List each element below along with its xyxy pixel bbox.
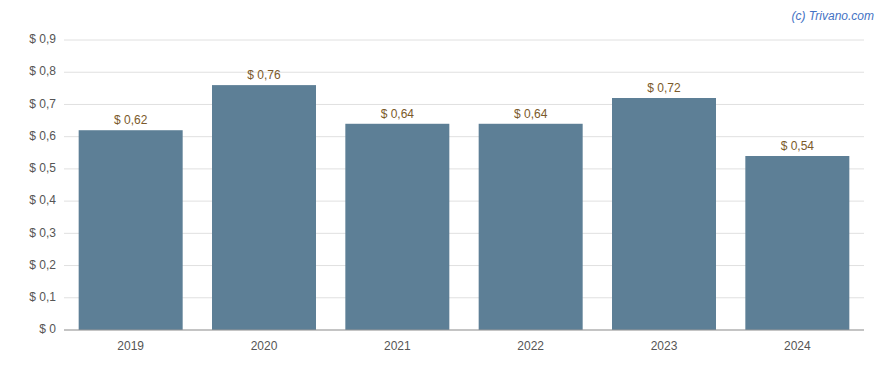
data-label: $ 0,72 (647, 81, 681, 95)
grid-line (64, 233, 864, 234)
data-label: $ 0,76 (247, 68, 281, 82)
chart-container: $ 0 $ 0,1 $ 0,2 $ 0,3 $ 0,4 $ 0,5 $ 0,6 $ 0,7 $ … (0, 0, 888, 370)
x-tick-label: 2019 (117, 339, 144, 353)
grid-line (64, 201, 864, 202)
x-axis: 2019 2020 2021 2022 2023 2024 (117, 339, 811, 353)
y-tick-label: $ 0 (39, 322, 56, 336)
bar (345, 124, 449, 330)
x-tick-label: 2022 (517, 339, 544, 353)
y-tick-label: $ 0,7 (29, 97, 56, 111)
x-tick-label: 2020 (251, 339, 278, 353)
x-axis-line (64, 330, 864, 331)
y-tick-label: $ 0,5 (29, 161, 56, 175)
grid-line (64, 40, 864, 41)
grid-line (64, 136, 864, 137)
y-tick-label: $ 0,3 (29, 226, 56, 240)
data-labels: $ 0,62 $ 0,76 $ 0,64 $ 0,64 $ 0,72 $ 0,54 (114, 68, 814, 153)
y-tick-label: $ 0,4 (29, 193, 56, 207)
x-tick-label: 2023 (651, 339, 678, 353)
x-tick-label: 2024 (784, 339, 811, 353)
annotation: (c) Trivano.com (792, 9, 874, 23)
data-label: $ 0,62 (114, 113, 148, 127)
y-tick-label: $ 0,9 (29, 32, 56, 46)
grid-line (64, 330, 864, 331)
chart: $ 0 $ 0,1 $ 0,2 $ 0,3 $ 0,4 $ 0,5 $ 0,6 $ 0,7 $ … (0, 0, 888, 370)
bar (745, 156, 849, 330)
y-tick-label: $ 0,1 (29, 290, 56, 304)
y-grid (64, 40, 864, 330)
bar (212, 85, 316, 330)
grid-line (64, 104, 864, 105)
bar (79, 130, 183, 330)
bars (79, 85, 850, 330)
data-label: $ 0,54 (781, 139, 815, 153)
grid-line (64, 297, 864, 298)
grid-line (64, 168, 864, 169)
y-tick-label: $ 0,2 (29, 258, 56, 272)
data-label: $ 0,64 (514, 107, 548, 121)
y-axis: $ 0 $ 0,1 $ 0,2 $ 0,3 $ 0,4 $ 0,5 $ 0,6 $ 0,7 $ … (29, 32, 56, 336)
grid-line (64, 72, 864, 73)
grid-line (64, 265, 864, 266)
data-label: $ 0,64 (381, 107, 415, 121)
y-tick-label: $ 0,6 (29, 129, 56, 143)
y-tick-label: $ 0,8 (29, 64, 56, 78)
bar (612, 98, 716, 330)
bar (479, 124, 583, 330)
x-tick-label: 2021 (384, 339, 411, 353)
